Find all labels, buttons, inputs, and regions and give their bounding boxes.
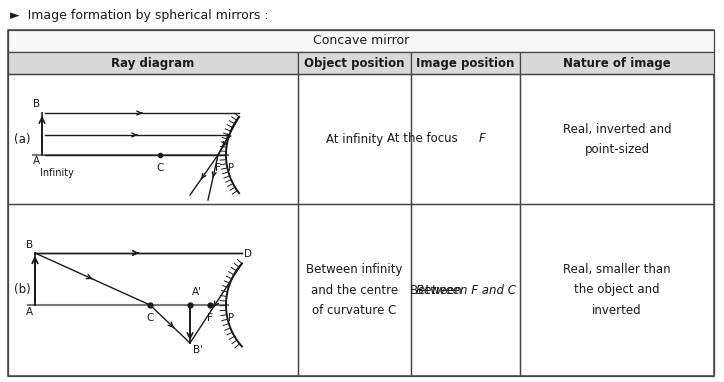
Text: Between F and C: Between F and C	[416, 283, 515, 296]
Text: Real, inverted and
point-sized: Real, inverted and point-sized	[563, 123, 671, 155]
Bar	[8, 52, 298, 74]
Text: At the focus: At the focus	[387, 133, 461, 146]
Bar	[298, 74, 411, 204]
Text: B: B	[33, 99, 40, 109]
Text: Ray diagram: Ray diagram	[111, 57, 195, 70]
Text: ►  Image formation by spherical mirrors :: ► Image formation by spherical mirrors :	[10, 10, 269, 23]
Bar	[298, 52, 411, 74]
Bar	[8, 74, 298, 204]
Text: C: C	[156, 163, 164, 173]
Text: B': B'	[193, 345, 203, 355]
Bar	[298, 204, 411, 376]
Text: (a): (a)	[14, 133, 30, 146]
Text: A': A'	[192, 287, 202, 297]
Text: Object position: Object position	[304, 57, 405, 70]
Text: F: F	[479, 133, 486, 146]
Bar	[411, 74, 520, 204]
Bar	[8, 30, 714, 52]
Text: Nature of image: Nature of image	[563, 57, 671, 70]
Text: A: A	[26, 307, 33, 317]
Text: C: C	[146, 313, 153, 323]
Text: (b): (b)	[14, 283, 30, 296]
Text: F: F	[207, 313, 213, 323]
Text: Concave mirror: Concave mirror	[313, 34, 409, 47]
Text: F: F	[215, 163, 221, 173]
Text: P: P	[228, 313, 234, 323]
Bar	[520, 52, 714, 74]
Text: Real, smaller than
the object and
inverted: Real, smaller than the object and invert…	[563, 264, 671, 317]
Bar	[520, 204, 714, 376]
Text: D: D	[244, 249, 252, 259]
Bar	[8, 204, 298, 376]
Text: At infinity: At infinity	[326, 133, 383, 146]
Text: P: P	[228, 163, 234, 173]
Text: B: B	[26, 240, 33, 250]
Bar	[411, 52, 520, 74]
Text: A: A	[33, 156, 40, 166]
Bar	[411, 204, 520, 376]
Text: Between infinity
and the centre
of curvature C: Between infinity and the centre of curva…	[306, 264, 403, 317]
Text: Image position: Image position	[416, 57, 515, 70]
Text: Infinity: Infinity	[40, 168, 74, 178]
Text: Between: Between	[410, 283, 466, 296]
Bar	[520, 74, 714, 204]
